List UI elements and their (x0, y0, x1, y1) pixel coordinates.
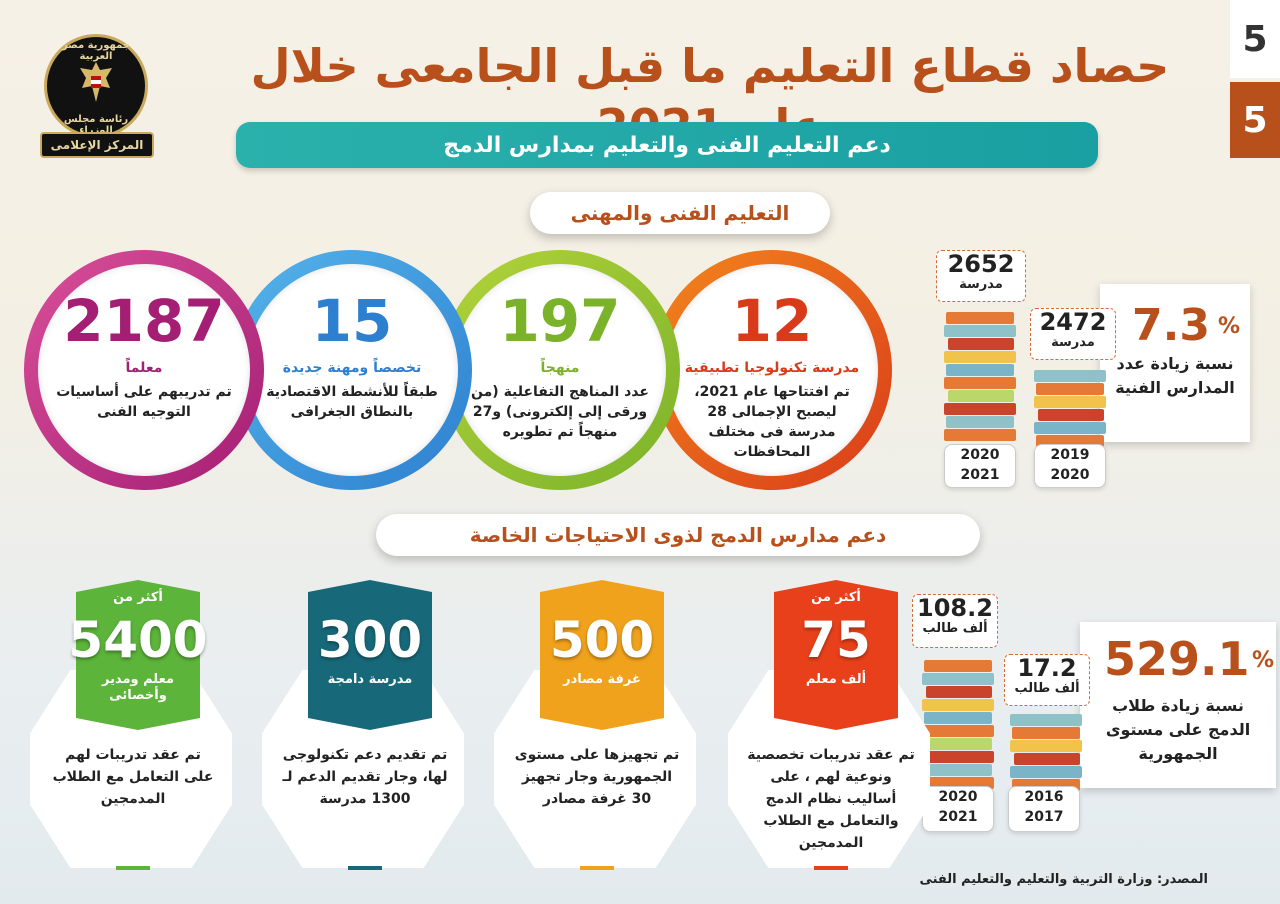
card-description: تم عقد تدريبات لهم على التعامل مع الطلاب… (52, 747, 214, 807)
circle-curricula: 197 منهجاً عدد المناهج التفاعلية (من ورق… (440, 250, 680, 490)
merge-increase-label: نسبة زيادة طلاب الدمج على مستوى الجمهوري… (1105, 696, 1251, 763)
circle-description: طبقاً للأنشطة الاقتصادية بالنطاق الجغراف… (266, 384, 438, 420)
percent-sign: % (1218, 314, 1241, 339)
tech-count-2021-tag: 2652 مدرسة (936, 250, 1026, 302)
tech-increase-card: 7.3 % نسبة زيادة عدد المدارس الفنية (1100, 284, 1250, 442)
logo-ring-top: جمهورية مصر العربية (61, 40, 131, 62)
count-unit: ألف طالب (1014, 681, 1080, 696)
year-end: 2020 (1050, 467, 1090, 483)
tech-increase-label: نسبة زيادة عدد المدارس الفنية (1115, 354, 1235, 397)
merge-card-teachers-75k: أكثر من 75 ألف معلم تم عقد تدريبات تخصصي… (728, 580, 930, 872)
merge-card-resource-rooms: 500 غرفة مصادر تم تجهيزها على مستوى الجم… (494, 580, 696, 872)
section-merge-title: دعم مدارس الدمج لذوى الاحتياجات الخاصة (376, 514, 980, 556)
section-technical-title: التعليم الفنى والمهنى (530, 192, 830, 234)
books-stack-2021 (940, 312, 1020, 448)
card-description: تم عقد تدريبات تخصصية ونوعية لهم ، على أ… (747, 747, 915, 851)
count-number: 17.2 (1017, 654, 1077, 682)
circle-tech-schools: 12 مدرسة تكنولوجيا تطبيقية تم افتتاحها ع… (652, 250, 892, 490)
circle-number: 15 (311, 287, 393, 355)
card-unit: غرفة مصادر (563, 672, 641, 687)
card-description: تم تقديم دعم تكنولوجى لها، وجار تقديم ال… (282, 747, 448, 807)
card-unit: مدرسة دامجة (327, 672, 413, 687)
books-stack-merge-2017 (1006, 714, 1086, 791)
percent-sign: % (1252, 648, 1275, 673)
tech-increase-percent: 7.3 (1132, 300, 1210, 351)
year-start: 2019 (1050, 447, 1090, 463)
year-box-2020-2021: 2020 2021 (944, 444, 1016, 488)
merge-count-2021-tag: 108.2 ألف طالب (912, 594, 998, 648)
year-start: 2016 (1024, 789, 1064, 805)
cabinet-logo: جمهورية مصر العربية رئاسة مجلس الوزراء ا… (38, 30, 156, 158)
count-number: 2652 (947, 250, 1015, 278)
circle-description: عدد المناهج التفاعلية (من ورقى إلى إلكتر… (471, 384, 649, 440)
year-box-merge-2016-2017: 2016 2017 (1008, 786, 1080, 832)
year-start: 2020 (938, 789, 978, 805)
circle-description: تم افتتاحها عام 2021، ليصبح الإجمالى 28 … (694, 384, 850, 460)
card-unit: ألف معلم (805, 672, 867, 687)
card-underline (348, 866, 382, 870)
card-number: 75 (801, 611, 871, 669)
year-end: 2021 (960, 467, 1000, 483)
circle-unit: معلماً (125, 360, 163, 376)
merge-increase-percent: 529.1 (1104, 632, 1250, 686)
card-badge (76, 580, 200, 730)
logo-ribbon: المركز الإعلامى (40, 132, 154, 158)
tech-count-2020-tag: 2472 مدرسة (1030, 308, 1116, 360)
circle-unit: مدرسة تكنولوجيا تطبيقية (684, 360, 860, 376)
merge-card-schools: 300 مدرسة دامجة تم تقديم دعم تكنولوجى له… (262, 580, 464, 872)
books-stack-2020 (1030, 370, 1110, 448)
circle-teachers: 2187 معلماً تم تدريبهم على أساسيات التوج… (24, 250, 264, 490)
card-prefix: أكثر من (113, 590, 163, 605)
count-unit: مدرسة (1051, 335, 1095, 350)
year-box-2019-2020: 2019 2020 (1034, 444, 1106, 488)
logo-disc (44, 34, 148, 138)
card-number: 5400 (68, 611, 208, 669)
merge-card-staff-5400: أكثر من 5400 معلم ومدير وأخصائى تم عقد ت… (30, 580, 232, 872)
page-number-top: 5 (1230, 0, 1280, 78)
count-unit: ألف طالب (922, 621, 988, 636)
year-box-merge-2020-2021: 2020 2021 (922, 786, 994, 832)
count-unit: مدرسة (959, 277, 1003, 292)
year-end: 2021 (938, 809, 978, 825)
card-number: 500 (549, 611, 655, 669)
circle-description: تم تدريبهم على أساسيات التوجيه الفنى (56, 384, 232, 420)
circle-unit: منهجاً (540, 360, 580, 376)
page-number-bottom: 5 (1230, 82, 1280, 158)
card-underline (116, 866, 150, 870)
year-end: 2017 (1024, 809, 1064, 825)
card-badge (540, 580, 664, 730)
card-description: تم تجهيزها على مستوى الجمهورية وجار تجهي… (514, 747, 680, 807)
source-note: المصدر: وزارة التربية والتعليم والتعليم … (919, 872, 1208, 887)
card-prefix: أكثر من (811, 590, 861, 605)
card-unit: معلم ومدير وأخصائى (101, 672, 175, 703)
books-stack-merge-2021 (918, 660, 998, 790)
merge-increase-card: 529.1 % نسبة زيادة طلاب الدمج على مستوى … (1080, 622, 1276, 788)
count-number: 2472 (1039, 308, 1107, 336)
card-badge (308, 580, 432, 730)
circle-number: 2187 (63, 287, 225, 355)
eagle-icon (80, 62, 112, 102)
merge-count-2017-tag: 17.2 ألف طالب (1004, 654, 1090, 706)
circle-number: 197 (499, 287, 621, 355)
circle-specializations: 15 تخصصاً ومهنة جديدة طبقاً للأنشطة الاق… (232, 250, 472, 490)
page-subtitle: دعم التعليم الفنى والتعليم بمدارس الدمج (236, 122, 1098, 168)
card-underline (580, 866, 614, 870)
card-number: 300 (317, 611, 423, 669)
card-badge (774, 580, 898, 730)
count-number: 108.2 (917, 594, 993, 622)
card-underline (814, 866, 848, 870)
year-start: 2020 (960, 447, 1000, 463)
circle-unit: تخصصاً ومهنة جديدة (282, 360, 422, 376)
logo-ring-bottom: رئاسة مجلس الوزراء (63, 114, 129, 136)
circle-number: 12 (731, 287, 813, 355)
